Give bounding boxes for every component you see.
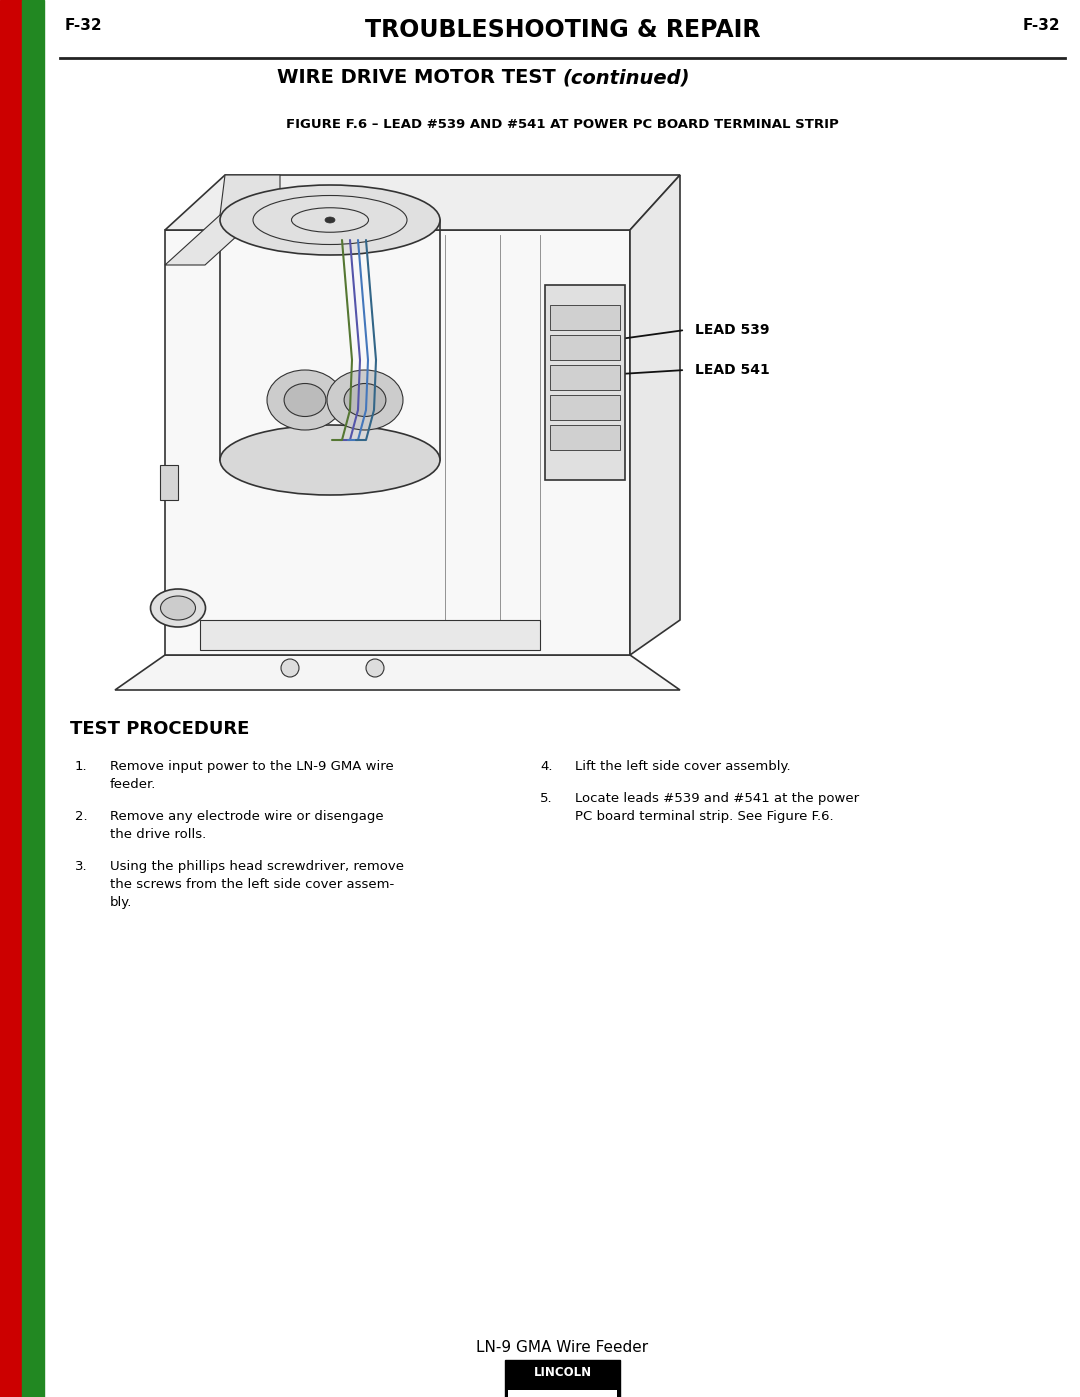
Text: Return to Section TOC: Return to Section TOC xyxy=(6,1058,15,1162)
Bar xyxy=(0,0,22,1397)
Text: Lift the left side cover assembly.: Lift the left side cover assembly. xyxy=(575,760,791,773)
Text: WIRE DRIVE MOTOR TEST: WIRE DRIVE MOTOR TEST xyxy=(276,68,563,87)
Text: Remove input power to the LN-9 GMA wire: Remove input power to the LN-9 GMA wire xyxy=(110,760,394,773)
Bar xyxy=(160,465,178,500)
Ellipse shape xyxy=(150,590,205,627)
Text: the drive rolls.: the drive rolls. xyxy=(110,828,206,841)
Text: F-32: F-32 xyxy=(1023,18,1059,34)
Bar xyxy=(550,365,620,390)
Ellipse shape xyxy=(327,370,403,430)
Polygon shape xyxy=(165,215,260,265)
Text: feeder.: feeder. xyxy=(110,778,157,791)
Bar xyxy=(505,1361,620,1397)
Text: 1.: 1. xyxy=(75,760,87,773)
Text: Using the phillips head screwdriver, remove: Using the phillips head screwdriver, rem… xyxy=(110,861,404,873)
Text: PC board terminal strip. See Figure F.6.: PC board terminal strip. See Figure F.6. xyxy=(575,810,834,823)
Text: ®: ® xyxy=(613,1363,620,1369)
Polygon shape xyxy=(165,175,680,231)
Circle shape xyxy=(366,659,384,678)
Text: FIGURE F.6 – LEAD #539 AND #541 AT POWER PC BOARD TERMINAL STRIP: FIGURE F.6 – LEAD #539 AND #541 AT POWER… xyxy=(286,117,839,131)
Text: (continued): (continued) xyxy=(563,68,690,87)
Polygon shape xyxy=(630,175,680,655)
Circle shape xyxy=(281,659,299,678)
Text: LEAD 541: LEAD 541 xyxy=(696,363,770,377)
Bar xyxy=(22,0,44,1397)
Ellipse shape xyxy=(325,217,335,224)
Ellipse shape xyxy=(220,425,440,495)
Bar xyxy=(545,285,625,481)
Text: Return to Master TOC: Return to Master TOC xyxy=(28,398,38,502)
Text: the screws from the left side cover assem-: the screws from the left side cover asse… xyxy=(110,877,394,891)
Polygon shape xyxy=(200,620,540,650)
Bar xyxy=(550,425,620,450)
Text: Return to Section TOC: Return to Section TOC xyxy=(6,717,15,823)
Ellipse shape xyxy=(345,384,386,416)
Text: 3.: 3. xyxy=(75,861,87,873)
Polygon shape xyxy=(114,655,680,690)
Text: Return to Section TOC: Return to Section TOC xyxy=(6,87,15,193)
Text: LN-9 GMA Wire Feeder: LN-9 GMA Wire Feeder xyxy=(476,1340,649,1355)
Ellipse shape xyxy=(161,597,195,620)
Text: 2.: 2. xyxy=(75,810,87,823)
Bar xyxy=(550,335,620,360)
Text: F-32: F-32 xyxy=(65,18,103,34)
Bar xyxy=(550,305,620,330)
Text: bly.: bly. xyxy=(110,895,133,909)
Text: 5.: 5. xyxy=(540,792,553,805)
Text: LINCOLN: LINCOLN xyxy=(534,1366,592,1379)
Bar xyxy=(550,395,620,420)
Text: TEST PROCEDURE: TEST PROCEDURE xyxy=(70,719,249,738)
Text: Locate leads #539 and #541 at the power: Locate leads #539 and #541 at the power xyxy=(575,792,859,805)
Text: Return to Master TOC: Return to Master TOC xyxy=(28,88,38,191)
Text: Return to Section TOC: Return to Section TOC xyxy=(6,397,15,503)
Ellipse shape xyxy=(284,384,326,416)
Text: LEAD 539: LEAD 539 xyxy=(696,323,769,337)
Text: Return to Master TOC: Return to Master TOC xyxy=(28,718,38,821)
Bar xyxy=(508,1390,617,1397)
Ellipse shape xyxy=(220,184,440,256)
Polygon shape xyxy=(165,231,630,655)
Text: Remove any electrode wire or disengage: Remove any electrode wire or disengage xyxy=(110,810,383,823)
Polygon shape xyxy=(220,175,280,215)
Ellipse shape xyxy=(267,370,343,430)
Text: 4.: 4. xyxy=(540,760,553,773)
Text: Return to Master TOC: Return to Master TOC xyxy=(28,1059,38,1161)
Text: TROUBLESHOOTING & REPAIR: TROUBLESHOOTING & REPAIR xyxy=(365,18,760,42)
